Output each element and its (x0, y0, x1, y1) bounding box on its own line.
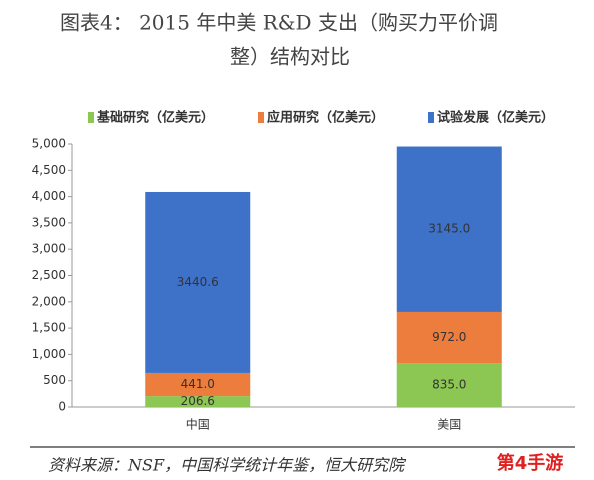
legend-swatch (428, 112, 434, 123)
y-tick-label: 3,500 (32, 215, 66, 229)
legend-swatch (88, 112, 94, 123)
y-tick-label: 3,000 (32, 242, 66, 256)
y-tick-label: 1,500 (32, 321, 66, 335)
legend-label: 试验发展（亿美元） (437, 110, 554, 126)
value-label: 3145.0 (428, 222, 470, 236)
y-tick-label: 4,000 (32, 189, 66, 203)
chart-title-line-1: 图表4： 2015 年中美 R&D 支出（购买力平价调 (60, 11, 498, 35)
legend-swatch (258, 112, 264, 123)
legend-label: 基础研究（亿美元） (96, 110, 214, 126)
x-tick-label: 中国 (186, 417, 210, 432)
x-tick-label: 美国 (437, 418, 461, 432)
y-tick-label: 500 (43, 373, 66, 387)
bar-segment (145, 191, 251, 373)
value-label: 835.0 (432, 378, 466, 392)
value-label: 206.6 (181, 394, 215, 408)
watermark: 第4手游 (497, 452, 564, 474)
chart-title-line-2: 整）结构对比 (230, 45, 350, 69)
bar-segment (145, 396, 251, 407)
y-tick-label: 5,000 (32, 137, 66, 151)
y-tick-label: 4,500 (32, 163, 66, 177)
bar-segment (396, 363, 502, 407)
value-label: 3440.6 (177, 275, 219, 289)
y-tick-label: 0 (58, 400, 66, 414)
y-tick-label: 2,000 (32, 294, 66, 308)
value-label: 441.0 (181, 377, 215, 391)
bar-segment (145, 372, 251, 397)
y-tick-label: 1,000 (32, 347, 66, 361)
bar-segment (396, 311, 502, 364)
value-label: 972.0 (432, 330, 466, 344)
bar-segment (396, 146, 502, 312)
source: 资料来源：NSF，中国科学统计年鉴，恒大研究院 (48, 456, 407, 475)
legend-label: 应用研究（亿美元） (267, 110, 384, 126)
y-tick-label: 2,500 (32, 268, 66, 282)
